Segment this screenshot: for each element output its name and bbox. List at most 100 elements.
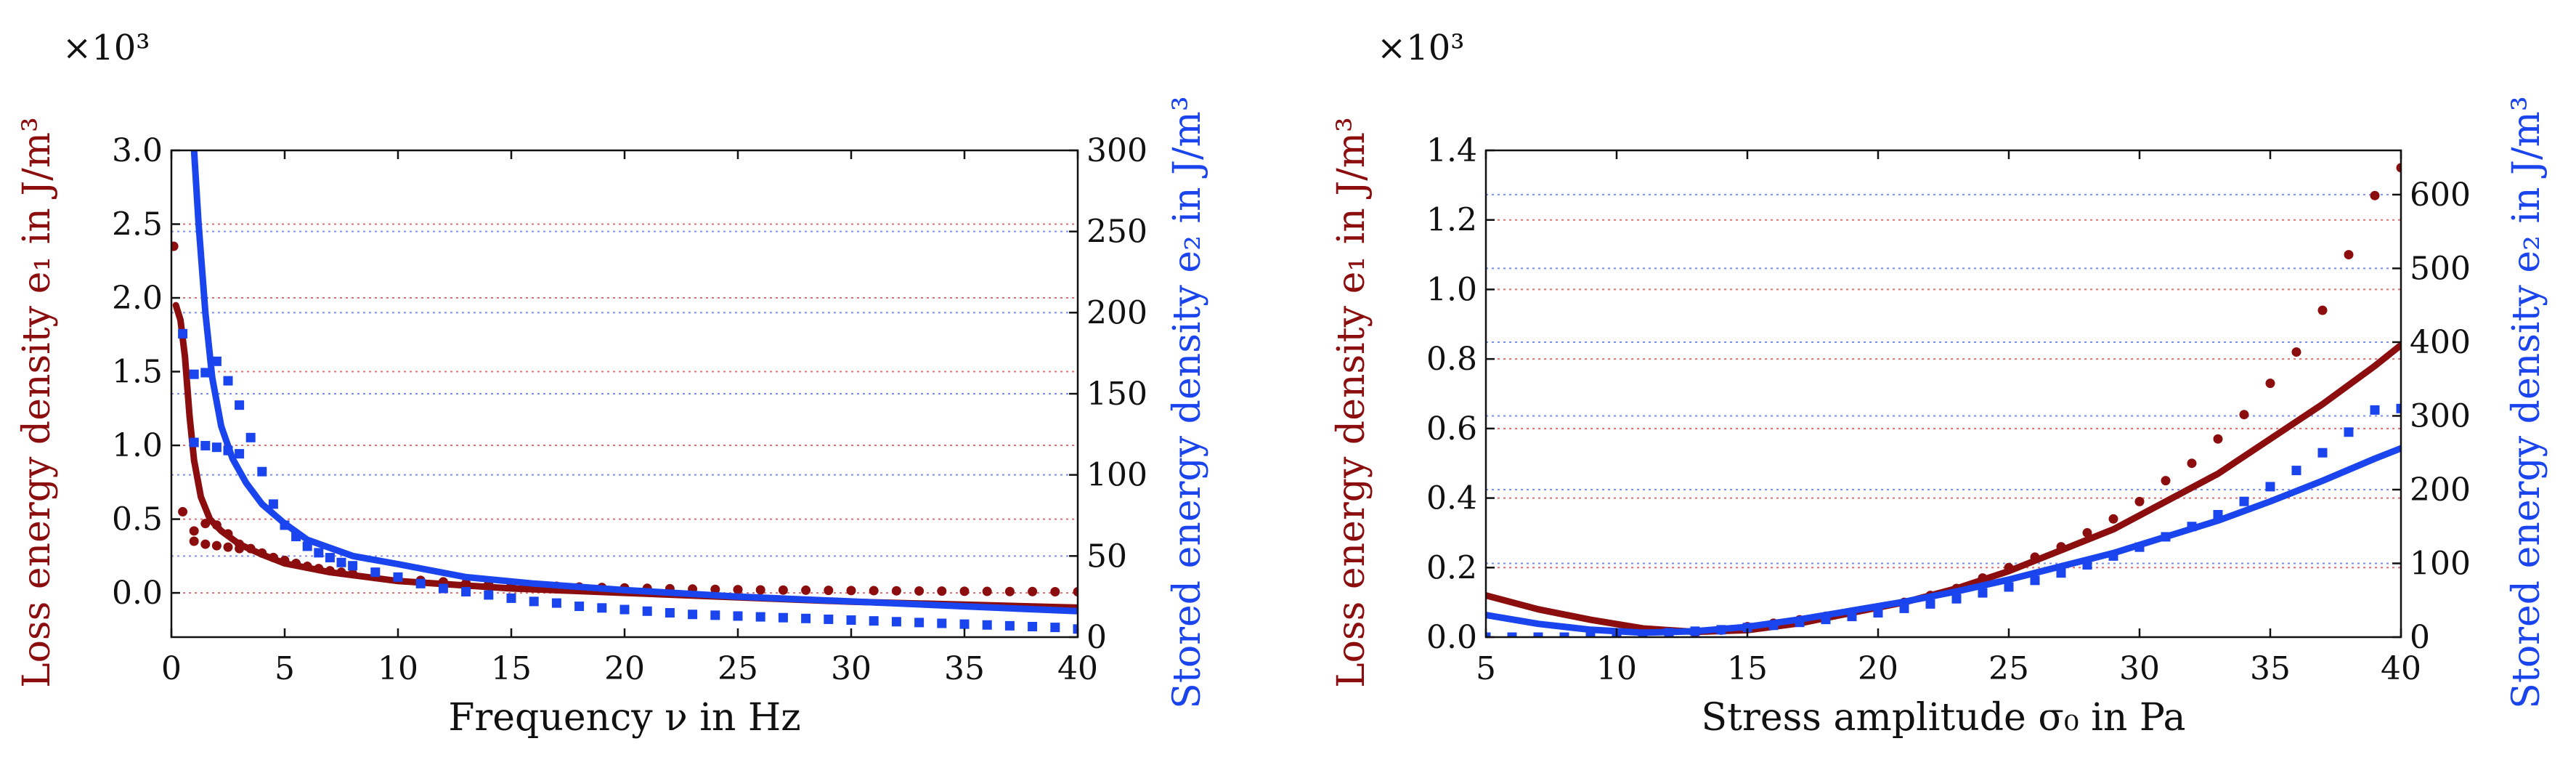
stored-data-point (211, 442, 222, 453)
y-left-tick-label: 3.0 (112, 132, 163, 169)
stored-data-point (189, 369, 199, 379)
gridlines (1486, 193, 2401, 569)
x-tick-label: 10 (1596, 650, 1637, 687)
y-right-tick-label: 200 (2410, 471, 2471, 509)
stored-data-point (2317, 448, 2328, 458)
y-right-tick-label: 50 (1086, 538, 1127, 575)
y-right-tick-label: 300 (1086, 132, 1147, 169)
loss-data-point (733, 585, 743, 595)
axis-multiplier-label: ×10³ (62, 28, 150, 68)
stored-data-point (1873, 608, 1883, 618)
stored-data-point (2030, 575, 2040, 586)
y-left-tick-label: 0.4 (1426, 480, 1477, 517)
x-tick-label: 30 (831, 650, 871, 687)
stored-data-point (438, 583, 448, 594)
loss-data-point (2213, 434, 2223, 444)
stored-data-point (1899, 603, 1909, 613)
y-left-tick-label: 0.2 (1426, 549, 1477, 586)
loss-data-point (2265, 378, 2275, 389)
stored-data-point (801, 613, 811, 623)
y-right-axis-label: Stored energy density e₂ in J/m³ (1166, 96, 1209, 708)
y-left-axis-label: Loss energy density e₁ in J/m³ (15, 117, 59, 688)
x-tick-label: 30 (2119, 650, 2160, 687)
stored-data-point (200, 368, 211, 378)
frequency-panel: 0 5 10 15 20 25 30 35 40 0.0 0.5 1.0 1.5 2.0 2.5 3.0 0 50… (15, 28, 1209, 740)
y-right-tick-label: 100 (2410, 545, 2471, 582)
stored-data-point (178, 328, 188, 339)
stored-data-point (461, 586, 471, 596)
x-axis-label: Stress amplitude σ₀ in Pa (1701, 696, 2185, 740)
x-tick-label: 0 (161, 650, 182, 687)
loss-data-point (937, 586, 947, 596)
y-left-tick-label: 1.5 (112, 354, 163, 391)
stored-data-point (484, 590, 494, 600)
stored-data-point (2004, 582, 2014, 592)
loss-data-point (171, 241, 179, 251)
stored-data-point (370, 567, 381, 578)
stored-data-point (325, 553, 335, 563)
x-tick-label: 40 (1057, 650, 1098, 687)
y-left-tick-label: 2.5 (112, 206, 163, 243)
loss-data-point (2239, 410, 2249, 420)
loss-data-point (755, 585, 765, 595)
x-tick-label: 20 (604, 650, 645, 687)
x-tick-label: 25 (1988, 650, 2029, 687)
loss-data-point (1073, 586, 1078, 596)
y-right-tick-label: 500 (2410, 250, 2471, 287)
y-right-tick-label: 0 (1086, 619, 1107, 656)
stored-data-point (891, 617, 901, 627)
y-right-tick-label: 0 (2410, 619, 2430, 656)
stored-data-point (2056, 568, 2066, 578)
stored-data-point (619, 604, 630, 615)
stored-data-point (665, 608, 675, 618)
stored-data-point (1925, 599, 1935, 609)
stored-data-point (574, 602, 585, 612)
y-right-tick-label: 100 (1086, 457, 1147, 494)
stored-data-point (914, 618, 925, 628)
y-right-tick-label: 600 (2410, 177, 2471, 214)
y-left-tick-label: 0.0 (1426, 619, 1477, 656)
y-left-tick-label: 0.8 (1426, 341, 1477, 378)
stored-data-point (688, 610, 698, 620)
y-right-axis-label: Stored energy density e₂ in J/m³ (2505, 96, 2548, 708)
stored-data-point (733, 611, 743, 621)
loss-data-point (710, 584, 720, 594)
stored-data-point (348, 561, 358, 571)
loss-data-point (211, 541, 222, 551)
plot-frame (1484, 149, 2402, 639)
stored-data-point (937, 618, 947, 628)
loss-model-line (1486, 341, 2401, 636)
loss-data-point (982, 586, 992, 596)
y-left-tick-label: 0.0 (112, 575, 163, 612)
y-left-tick-label: 1.4 (1426, 132, 1477, 169)
loss-data-point (2317, 305, 2328, 315)
y-left-tick-label: 0.6 (1426, 410, 1477, 448)
y-right-tick-label: 200 (1086, 294, 1147, 331)
stored-data-point (268, 499, 278, 509)
stored-data-point (642, 606, 652, 616)
stored-data-point (1028, 621, 1038, 631)
loss-data-point (2108, 514, 2118, 524)
loss-data-point (189, 526, 199, 536)
series-group (1486, 163, 2401, 637)
stored-data-point (1533, 632, 1543, 637)
y-left-tick-label: 1.2 (1426, 202, 1477, 239)
x-tick-label: 20 (1858, 650, 1898, 687)
y-left-tick-label: 0.5 (112, 501, 163, 538)
axis-multiplier-label: ×10³ (1377, 28, 1465, 68)
x-tick-label: 5 (1476, 650, 1496, 687)
x-tick-label: 40 (2381, 650, 2421, 687)
stored-data-point (529, 596, 539, 607)
y-right-tick-label: 400 (2410, 324, 2471, 361)
stored-data-point (506, 593, 516, 603)
loss-data-point (189, 536, 199, 546)
stored-data-point (1585, 632, 1596, 637)
loss-data-point (1028, 586, 1038, 596)
loss-data-point (2161, 476, 2171, 486)
stored-data-point (314, 548, 324, 558)
stored-data-point (959, 619, 970, 629)
loss-data-point (2370, 190, 2380, 201)
stored-data-point (1073, 624, 1078, 634)
stored-data-point (336, 557, 346, 567)
